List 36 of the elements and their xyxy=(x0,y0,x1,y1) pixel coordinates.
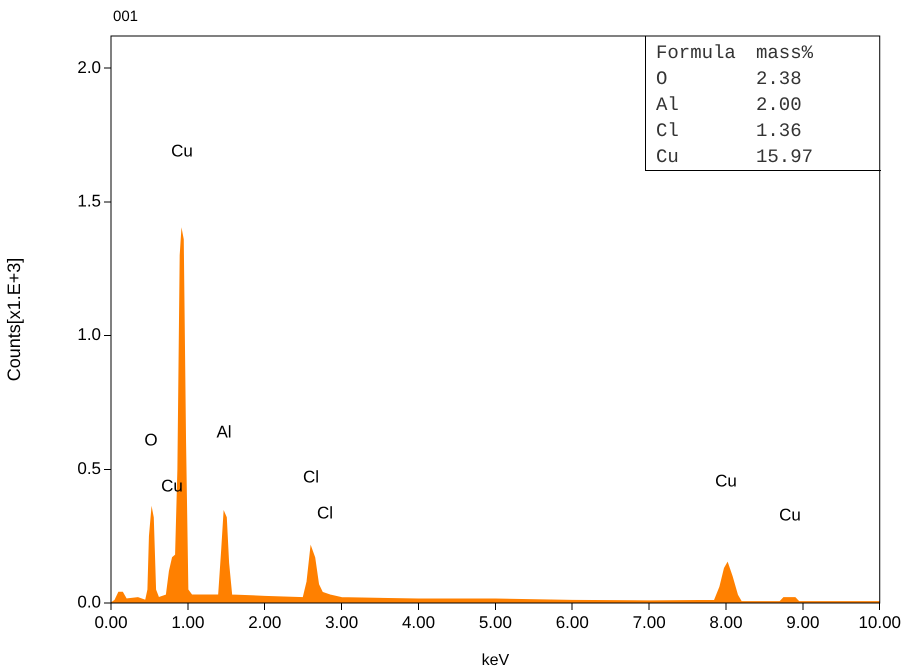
annotation: Cl xyxy=(302,468,320,487)
annotation: O xyxy=(144,430,158,450)
x-tick-label: 1.00 xyxy=(171,612,204,632)
annotation: Formula xyxy=(656,41,737,66)
annotation: O xyxy=(656,67,668,92)
annotation: 1.36 xyxy=(756,119,803,144)
y-tick-label: 0.5 xyxy=(77,458,101,478)
x-tick-label: 10.00 xyxy=(858,612,902,632)
annotation: Cu xyxy=(656,145,680,170)
y-tick-label: 1.0 xyxy=(77,325,101,344)
x-tick-label: 2.00 xyxy=(248,612,282,632)
x-tick-label: 4.00 xyxy=(402,612,436,632)
chart-title: 001 xyxy=(113,8,138,25)
x-tick-label: 6.00 xyxy=(556,612,589,632)
annotation: 15.97 xyxy=(756,145,814,170)
annotation: 2.00 xyxy=(756,93,803,118)
x-axis-title: keV xyxy=(482,652,510,669)
x-tick-label: 0.00 xyxy=(94,612,128,632)
annotation: Cu xyxy=(171,142,193,161)
y-tick-label: 0.0 xyxy=(77,592,101,612)
y-tick-label: 1.5 xyxy=(77,192,101,211)
annotation: Cl xyxy=(316,504,334,523)
x-tick-label: 7.00 xyxy=(632,612,666,632)
x-tick-label: 5.00 xyxy=(478,612,512,632)
annotation: Cl xyxy=(656,119,680,144)
y-tick-label: 2.0 xyxy=(77,58,101,77)
x-tick-label: 8.00 xyxy=(709,612,743,632)
annotation: 2.38 xyxy=(756,67,803,92)
annotation: Al xyxy=(656,93,680,118)
x-tick-label: 9.00 xyxy=(786,612,820,632)
y-axis-title: Counts[x1.E+3] xyxy=(4,258,24,382)
annotation: Cu xyxy=(715,472,737,491)
annotation: Al xyxy=(216,422,232,442)
annotation: mass% xyxy=(756,41,814,66)
x-tick-label: 3.00 xyxy=(325,612,358,632)
annotation: Cu xyxy=(779,506,801,525)
